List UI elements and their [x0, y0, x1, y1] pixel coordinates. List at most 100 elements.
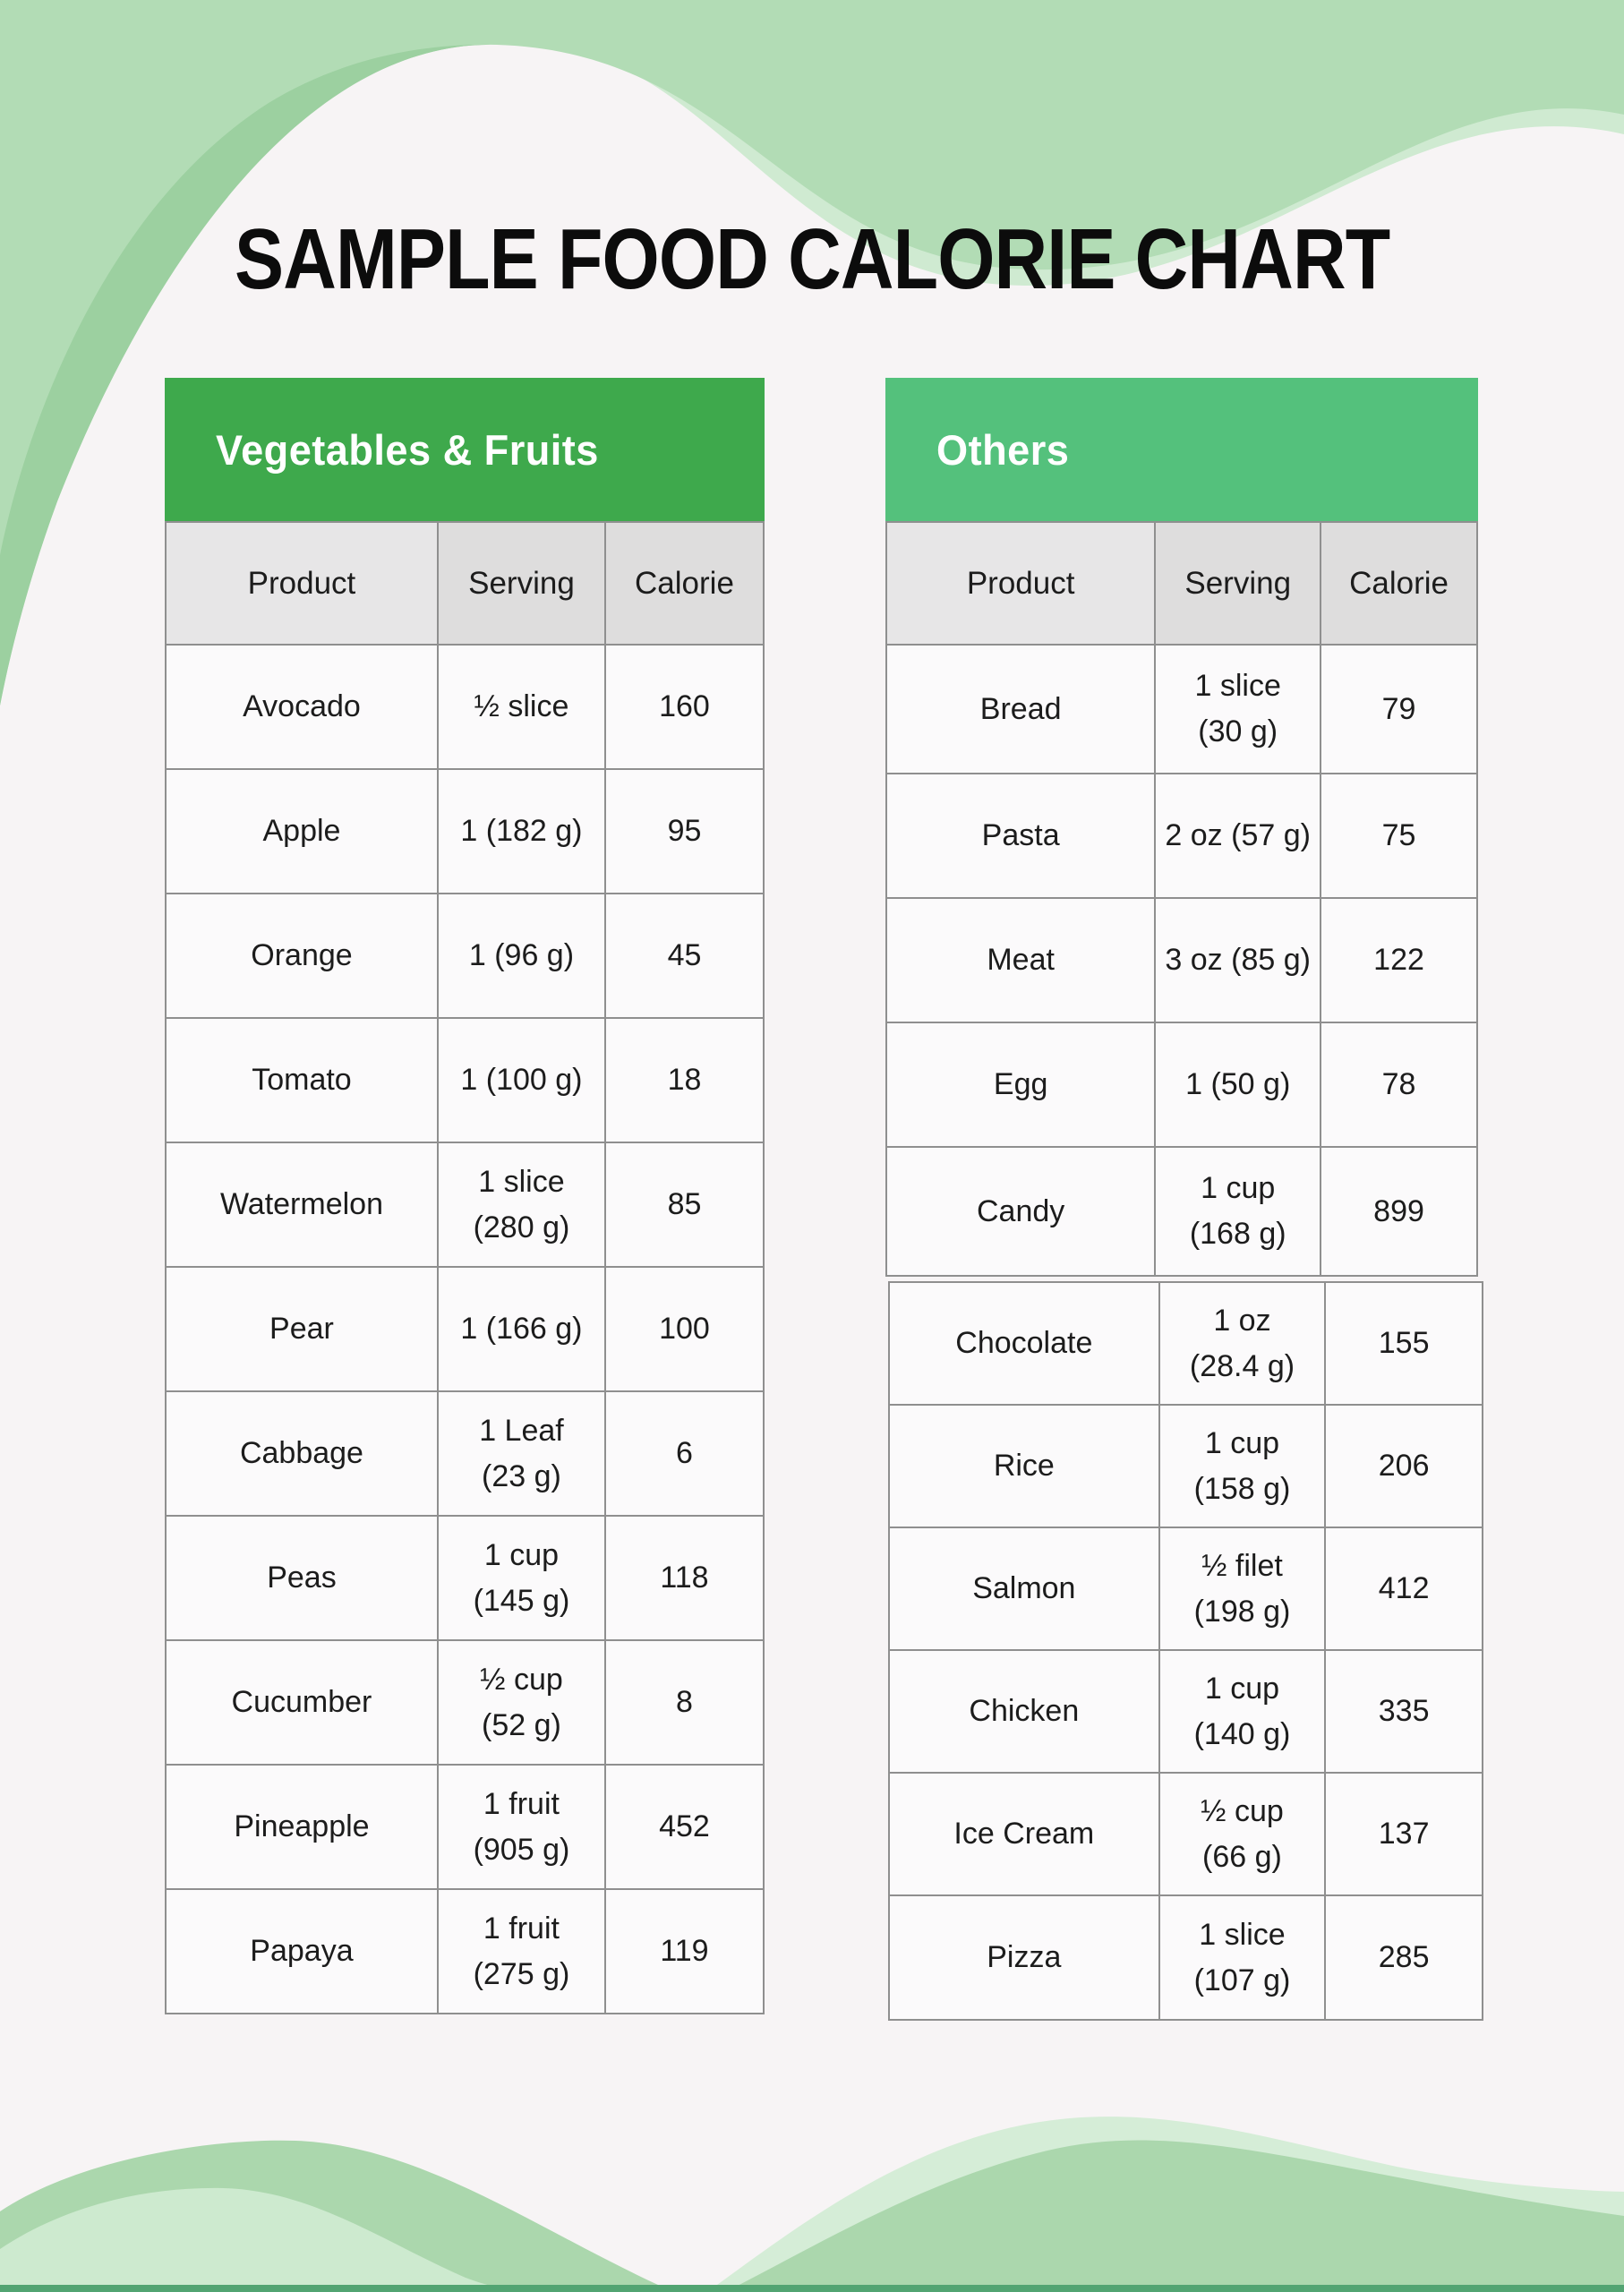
product-cell: Ice Cream: [888, 1772, 1160, 1896]
table-row: Pineapple 1 fruit (905 g) 452: [165, 1764, 765, 1890]
table-row: Peas 1 cup (145 g) 118: [165, 1515, 765, 1641]
calorie-cell: 160: [603, 644, 765, 770]
table-row: Apple 1 (182 g) 95: [165, 768, 765, 894]
calorie-cell: 45: [603, 893, 765, 1019]
table-row: Cucumber ½ cup (52 g) 8: [165, 1639, 765, 1766]
calorie-cell: 335: [1324, 1649, 1483, 1774]
product-cell: Cabbage: [165, 1390, 439, 1517]
table-row: Egg 1 (50 g) 78: [885, 1022, 1478, 1148]
serving-cell: ½ slice: [436, 644, 606, 770]
calorie-cell: 899: [1320, 1146, 1478, 1277]
serving-cell: 1 (182 g): [436, 768, 606, 894]
table-row: Orange 1 (96 g) 45: [165, 893, 765, 1019]
product-cell: Pineapple: [165, 1764, 439, 1890]
right-table-title: Others: [936, 425, 1070, 474]
product-cell: Chicken: [888, 1649, 1160, 1774]
serving-cell: 1 (100 g): [436, 1017, 606, 1143]
table-row: Bread 1 slice (30 g) 79: [885, 644, 1478, 774]
calorie-cell: 285: [1324, 1894, 1483, 2021]
serving-cell: 1 (50 g): [1154, 1022, 1322, 1148]
serving-cell: 1 cup (168 g): [1154, 1146, 1322, 1277]
table-row: Pear 1 (166 g) 100: [165, 1266, 765, 1392]
serving-cell: 1 cup (158 g): [1158, 1404, 1327, 1528]
product-cell: Pasta: [885, 773, 1157, 899]
calorie-cell: 18: [603, 1017, 765, 1143]
product-cell: Pear: [165, 1266, 439, 1392]
calorie-cell: 100: [603, 1266, 765, 1392]
calorie-cell: 118: [603, 1515, 765, 1641]
serving-cell: 2 oz (57 g): [1154, 773, 1322, 899]
left-table-title: Vegetables & Fruits: [216, 425, 599, 474]
serving-cell: 1 fruit (905 g): [436, 1764, 606, 1890]
table-row: Pasta 2 oz (57 g) 75: [885, 773, 1478, 899]
table-vegetables-fruits: Vegetables & Fruits Product Serving Calo…: [165, 378, 765, 2014]
calorie-cell: 452: [603, 1764, 765, 1890]
table-row: Candy 1 cup (168 g) 899: [885, 1146, 1478, 1277]
product-cell: Chocolate: [888, 1281, 1160, 1406]
others-table-bottom: Chocolate 1 oz (28.4 g) 155 Rice 1 cup (…: [888, 1281, 1483, 2021]
table-row: Meat 3 oz (85 g) 122: [885, 897, 1478, 1023]
product-cell: Papaya: [165, 1888, 439, 2014]
product-cell: Meat: [885, 897, 1157, 1023]
left-table-title-bar: Vegetables & Fruits: [165, 378, 765, 521]
table-row: Chocolate 1 oz (28.4 g) 155: [888, 1281, 1483, 1406]
product-cell: Tomato: [165, 1017, 439, 1143]
table-row: Watermelon 1 slice (280 g) 85: [165, 1142, 765, 1268]
table-row: Ice Cream ½ cup (66 g) 137: [888, 1772, 1483, 1896]
serving-cell: ½ filet (198 g): [1158, 1527, 1327, 1651]
calorie-cell: 8: [603, 1639, 765, 1766]
calorie-cell: 137: [1324, 1772, 1483, 1896]
others-table-top: Product Serving Calorie Bread 1 slice (3…: [885, 521, 1478, 1277]
column-header-calorie: Calorie: [603, 521, 765, 646]
column-header-product: Product: [165, 521, 439, 646]
serving-cell: ½ cup (66 g): [1158, 1772, 1327, 1896]
calorie-cell: 412: [1324, 1527, 1483, 1651]
table-row: Avocado ½ slice 160: [165, 644, 765, 770]
column-header-serving: Serving: [1154, 521, 1322, 646]
table-row: Papaya 1 fruit (275 g) 119: [165, 1888, 765, 2014]
product-cell: Pizza: [888, 1894, 1160, 2021]
others-table-bottom-section: Chocolate 1 oz (28.4 g) 155 Rice 1 cup (…: [888, 1281, 1483, 2021]
serving-cell: 1 oz (28.4 g): [1158, 1281, 1327, 1406]
table-row: Chicken 1 cup (140 g) 335: [888, 1649, 1483, 1774]
column-header-product: Product: [885, 521, 1157, 646]
vegetables-fruits-table: Product Serving Calorie Avocado ½ slice …: [165, 521, 765, 2014]
calorie-cell: 6: [603, 1390, 765, 1517]
calorie-cell: 78: [1320, 1022, 1478, 1148]
bottom-wave-decoration: [0, 2117, 1624, 2292]
serving-cell: 1 (166 g): [436, 1266, 606, 1392]
table-row: Salmon ½ filet (198 g) 412: [888, 1527, 1483, 1651]
product-cell: Rice: [888, 1404, 1160, 1528]
calorie-cell: 119: [603, 1888, 765, 2014]
calorie-cell: 79: [1320, 644, 1478, 774]
serving-cell: 1 (96 g): [436, 893, 606, 1019]
serving-cell: 1 cup (145 g): [436, 1515, 606, 1641]
column-header-row: Product Serving Calorie: [885, 521, 1478, 646]
table-others: Others Product Serving Calorie Bread 1 s…: [885, 378, 1483, 2021]
right-table-title-bar: Others: [885, 378, 1478, 521]
calorie-cell: 95: [603, 768, 765, 894]
serving-cell: 1 cup (140 g): [1158, 1649, 1327, 1774]
table-row: Tomato 1 (100 g) 18: [165, 1017, 765, 1143]
product-cell: Egg: [885, 1022, 1157, 1148]
column-header-serving: Serving: [436, 521, 606, 646]
table-row: Rice 1 cup (158 g) 206: [888, 1404, 1483, 1528]
product-cell: Avocado: [165, 644, 439, 770]
product-cell: Peas: [165, 1515, 439, 1641]
calorie-cell: 206: [1324, 1404, 1483, 1528]
calorie-cell: 155: [1324, 1281, 1483, 1406]
product-cell: Candy: [885, 1146, 1157, 1277]
page-title: SAMPLE FOOD CALORIE CHART: [234, 211, 1390, 307]
serving-cell: 1 Leaf (23 g): [436, 1390, 606, 1517]
serving-cell: 1 slice (30 g): [1154, 644, 1322, 774]
product-cell: Watermelon: [165, 1142, 439, 1268]
serving-cell: 1 slice (107 g): [1158, 1894, 1327, 2021]
serving-cell: ½ cup (52 g): [436, 1639, 606, 1766]
calorie-cell: 85: [603, 1142, 765, 1268]
product-cell: Cucumber: [165, 1639, 439, 1766]
serving-cell: 1 fruit (275 g): [436, 1888, 606, 2014]
calorie-cell: 75: [1320, 773, 1478, 899]
serving-cell: 3 oz (85 g): [1154, 897, 1322, 1023]
product-cell: Salmon: [888, 1527, 1160, 1651]
product-cell: Bread: [885, 644, 1157, 774]
